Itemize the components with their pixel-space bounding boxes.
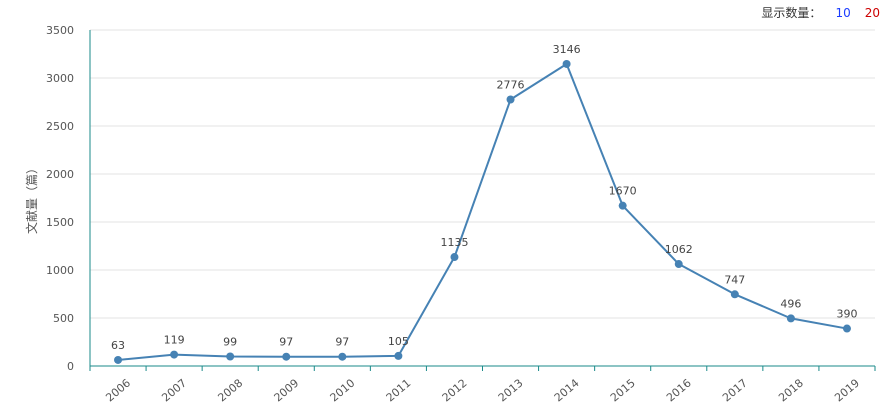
y-tick-labels: 0 500 1000 1500 2000 2500 3000 3500 <box>46 24 74 373</box>
data-label: 747 <box>724 273 745 286</box>
x-tick-label: 2017 <box>720 376 750 404</box>
y-axis-title: 文献量（篇） <box>24 162 39 234</box>
data-label: 119 <box>164 334 185 347</box>
y-tick-label: 2000 <box>46 168 74 181</box>
data-point <box>674 260 683 269</box>
y-tick-label: 3000 <box>46 72 74 85</box>
data-label: 97 <box>335 336 349 349</box>
data-label: 97 <box>279 336 293 349</box>
x-tick-label: 2008 <box>215 376 245 404</box>
data-label: 99 <box>223 335 237 348</box>
data-point <box>338 352 347 361</box>
x-tick-label: 2010 <box>328 376 358 404</box>
x-tick-labels: 2006 2007 2008 2009 2010 2011 2012 2013 2014 2015… <box>103 376 862 404</box>
x-tick-label: 2013 <box>496 376 526 404</box>
data-labels: 63 119 99 97 97 105 1135 2776 3146 1670 1062 747 496… <box>111 43 857 352</box>
data-points <box>114 59 851 364</box>
y-tick-label: 2500 <box>46 120 74 133</box>
data-label: 1135 <box>440 236 468 249</box>
display-count-control: 显示数量： 10 20 <box>761 4 880 21</box>
x-tick-label: 2016 <box>664 376 694 404</box>
series-line-path <box>117 62 848 361</box>
data-point <box>394 351 403 360</box>
data-point <box>618 201 627 210</box>
x-tick-label: 2019 <box>832 376 862 404</box>
x-tick-label: 2011 <box>384 376 414 404</box>
data-label: 3146 <box>553 43 581 56</box>
x-tick-label: 2015 <box>608 376 638 404</box>
data-point <box>562 59 571 68</box>
x-tick-label: 2014 <box>552 376 582 404</box>
grid-lines <box>90 29 875 319</box>
x-tick-label: 2007 <box>159 376 189 404</box>
data-point <box>842 324 851 333</box>
data-point <box>170 350 179 359</box>
data-point <box>506 95 515 104</box>
y-tick-label: 1000 <box>46 264 74 277</box>
data-label: 105 <box>388 335 409 348</box>
x-tick-label: 2009 <box>272 376 302 404</box>
data-label: 390 <box>836 308 857 321</box>
display-count-option-20[interactable]: 20 <box>864 6 880 20</box>
display-count-label: 显示数量： <box>761 6 822 20</box>
data-label: 496 <box>780 297 801 310</box>
data-point <box>282 352 291 361</box>
data-point <box>114 355 123 364</box>
y-tick-label: 1500 <box>46 216 74 229</box>
data-label: 63 <box>111 339 125 352</box>
data-label: 2776 <box>497 79 525 92</box>
axes <box>89 30 876 371</box>
data-label: 1062 <box>665 243 693 256</box>
x-tick-label: 2018 <box>776 376 806 404</box>
x-tick-label: 2012 <box>440 376 470 404</box>
data-point <box>226 352 235 361</box>
data-point <box>730 290 739 299</box>
series-line <box>117 62 848 361</box>
y-tick-label: 500 <box>53 312 74 325</box>
data-point <box>450 253 459 262</box>
data-point <box>786 314 795 323</box>
y-tick-label: 3500 <box>46 24 74 37</box>
x-tick-label: 2006 <box>103 376 133 404</box>
display-count-option-10[interactable]: 10 <box>835 6 851 20</box>
y-tick-label: 0 <box>67 360 74 373</box>
data-label: 1670 <box>609 185 637 198</box>
